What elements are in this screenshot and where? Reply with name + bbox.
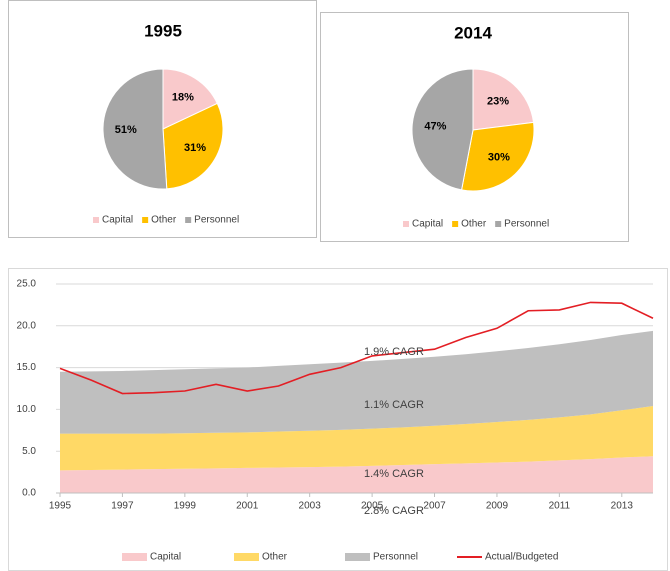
- pie-slice: [162, 102, 224, 190]
- legend-label: Other: [461, 219, 487, 230]
- y-tick-label: 15.0: [17, 362, 37, 373]
- pie-slice: [472, 68, 535, 131]
- pie-slice: [460, 121, 535, 192]
- y-tick-label: 20.0: [17, 320, 37, 331]
- legend-swatch: [185, 217, 192, 223]
- line: [59, 301, 654, 395]
- legend-swatch: [142, 217, 149, 223]
- pie-slice: [411, 68, 474, 191]
- x-tick-label: 2009: [486, 501, 509, 512]
- x-tick-label: 2013: [611, 501, 634, 512]
- pie-slice: [102, 68, 168, 190]
- chart-title: 1995: [144, 21, 182, 40]
- legend-swatch: [234, 553, 259, 561]
- x-tick-label: 2001: [236, 501, 259, 512]
- legend-label: Actual/Budgeted: [485, 552, 558, 563]
- annotation: 1.9% CAGR: [364, 346, 424, 358]
- annotation: 2.8% CAGR: [364, 505, 424, 517]
- x-tick-label: 2007: [423, 501, 446, 512]
- annotation: 1.4% CAGR: [364, 468, 424, 480]
- legend-label: Other: [151, 215, 177, 226]
- y-tick-label: 25.0: [17, 279, 37, 290]
- legend-swatch: [403, 221, 409, 227]
- x-tick-label: 1997: [111, 501, 134, 512]
- x-tick-label: 1999: [174, 501, 197, 512]
- data-label: 23%: [487, 96, 509, 108]
- legend-label: Capital: [412, 219, 443, 230]
- x-tick-label: 2003: [299, 501, 322, 512]
- data-label: 31%: [184, 142, 206, 154]
- pie-slice: [162, 68, 218, 130]
- legend-label: Personnel: [373, 552, 418, 563]
- legend-swatch: [452, 221, 459, 227]
- legend-swatch: [93, 217, 99, 223]
- legend-swatch: [495, 221, 502, 227]
- legend-swatch: [345, 553, 370, 561]
- x-tick-label: 1995: [49, 501, 72, 512]
- legend-label: Personnel: [504, 219, 549, 230]
- x-tick-label: 2011: [549, 501, 571, 512]
- data-label: 51%: [115, 124, 137, 136]
- legend-label: Capital: [150, 552, 181, 563]
- legend-label: Capital: [102, 215, 133, 226]
- y-tick-label: 0.0: [22, 488, 36, 499]
- legend-swatch: [122, 553, 147, 561]
- area: [60, 406, 653, 471]
- y-tick-label: 5.0: [22, 446, 36, 457]
- data-label: 30%: [488, 151, 510, 163]
- y-tick-label: 10.0: [17, 404, 37, 415]
- annotation: 1.1% CAGR: [364, 399, 424, 411]
- chart-title: 2014: [454, 23, 492, 42]
- legend-label: Other: [262, 552, 288, 563]
- data-label: 47%: [424, 120, 446, 132]
- area: [60, 330, 653, 434]
- area: [60, 456, 653, 493]
- x-tick-label: 2005: [361, 501, 384, 512]
- legend-label: Personnel: [194, 215, 239, 226]
- data-label: 18%: [172, 91, 194, 103]
